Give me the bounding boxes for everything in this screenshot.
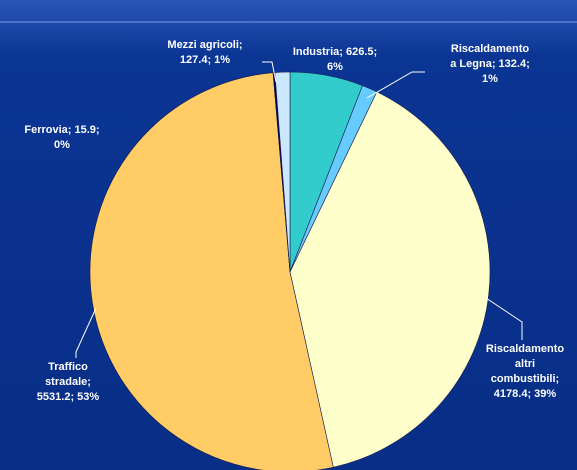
data-label: Riscaldamento bbox=[486, 343, 565, 355]
data-label: a Legna; 132.4; bbox=[450, 58, 529, 70]
pie bbox=[89, 71, 491, 470]
leader-line bbox=[262, 61, 277, 83]
data-label: Ferrovia; 15.9; bbox=[24, 124, 99, 136]
data-label: 0% bbox=[54, 139, 70, 151]
pie-slice bbox=[274, 71, 291, 273]
data-label: 127.4; 1% bbox=[180, 54, 230, 66]
data-label: 4178.4; 39% bbox=[494, 388, 557, 400]
data-label: Riscaldamento bbox=[451, 43, 530, 55]
data-label: Mezzi agricoli; bbox=[167, 39, 242, 51]
leader-line bbox=[75, 307, 97, 358]
leader-line bbox=[485, 297, 523, 340]
data-labels: Industria; 626.5; 6% Riscaldamento a Legna;… bbox=[24, 39, 564, 403]
data-label: 6% bbox=[327, 61, 343, 73]
data-label: 1% bbox=[482, 73, 498, 85]
data-label: 5531.2; 53% bbox=[37, 391, 100, 403]
pie-slice bbox=[89, 72, 334, 470]
data-label: stradale; bbox=[45, 376, 91, 388]
leader-lines bbox=[75, 61, 523, 358]
pie-slice bbox=[289, 91, 491, 468]
data-label: combustibili; bbox=[491, 373, 559, 385]
leader-line bbox=[366, 71, 425, 99]
data-label: altri bbox=[515, 358, 535, 370]
data-label: Industria; 626.5; bbox=[293, 46, 377, 58]
data-label: Traffico bbox=[48, 361, 88, 373]
